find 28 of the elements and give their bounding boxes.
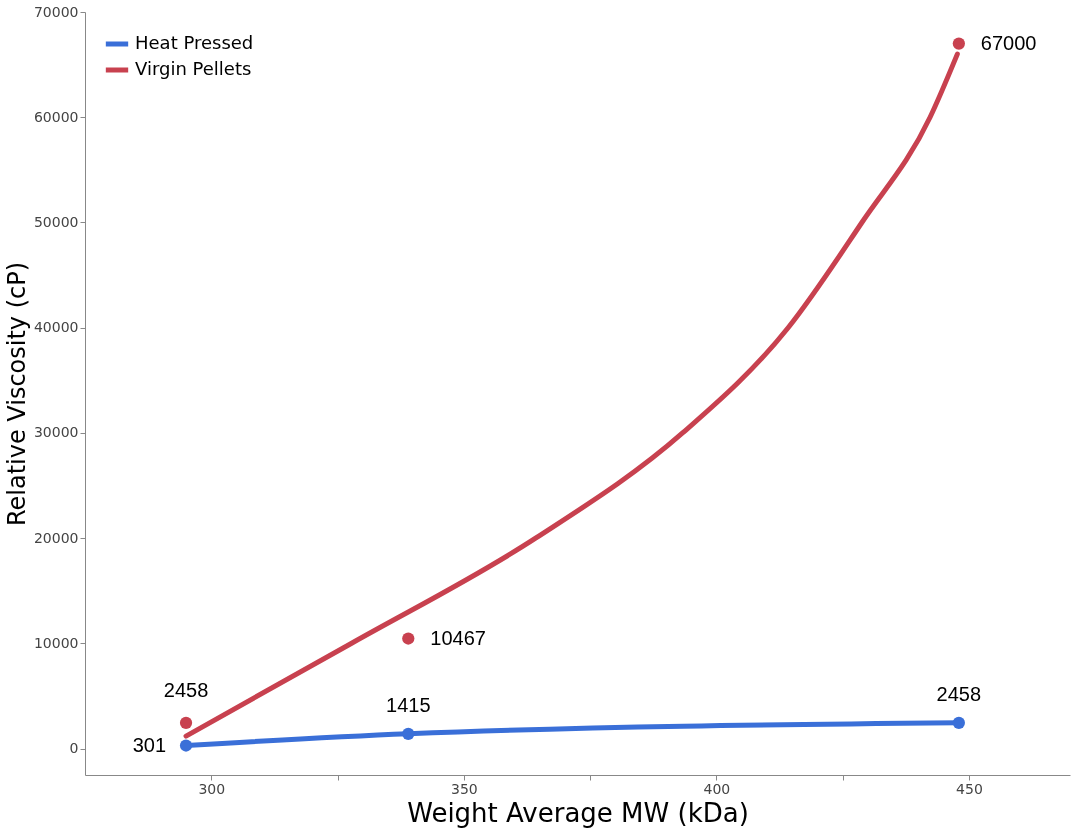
data-label: 2458 — [936, 682, 982, 705]
data-label: 2458 — [163, 678, 209, 701]
data-label: 10467 — [430, 626, 486, 649]
x-tick-label: 300 — [198, 780, 226, 797]
y-tick-label: 0 — [69, 740, 79, 757]
legend-label: Virgin Pellets — [135, 58, 252, 79]
point — [402, 632, 415, 645]
y-tick-label: 40000 — [33, 319, 79, 336]
y-tick-label: 70000 — [33, 3, 79, 20]
x-tick-label: 400 — [703, 780, 731, 797]
point — [179, 716, 193, 729]
x-axis-title: Weight Average MW (kDa) — [407, 797, 749, 828]
y-tick-label: 30000 — [33, 424, 79, 441]
point — [952, 716, 965, 729]
y-tick-label: 50000 — [33, 213, 79, 230]
point — [952, 37, 965, 50]
x-tick-label: 450 — [956, 780, 983, 797]
data-label: 67000 — [980, 31, 1037, 54]
data-label: 301 — [132, 733, 167, 756]
x-tick-label: 350 — [450, 780, 478, 797]
y-axis-title: Relative Viscosity (cP) — [2, 261, 31, 527]
y-tick-label: 60000 — [33, 108, 79, 125]
point — [179, 739, 193, 752]
y-tick-label: 20000 — [33, 529, 79, 546]
legend-label: Heat Pressed — [135, 32, 254, 53]
data-label: 1415 — [386, 693, 431, 716]
y-tick-label: 10000 — [33, 634, 79, 651]
point — [402, 727, 415, 740]
